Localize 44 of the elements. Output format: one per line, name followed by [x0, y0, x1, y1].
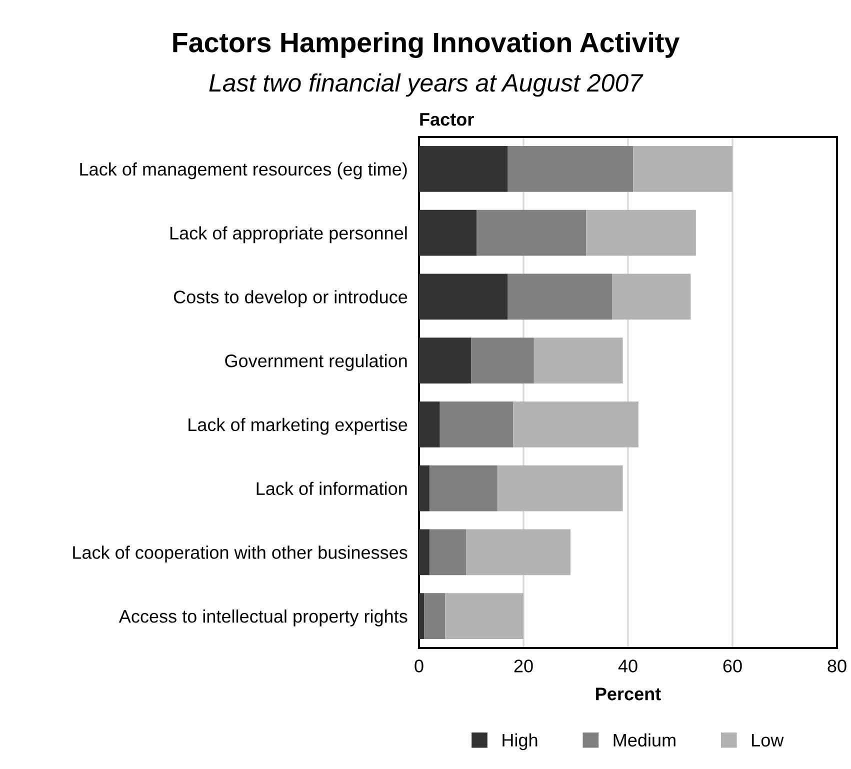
chart-title: Factors Hampering Innovation Activity [173, 32, 680, 58]
y-tick-label: Lack of information [256, 482, 407, 496]
legend-label: Medium [614, 733, 676, 747]
x-tick-label: 0 [414, 660, 424, 672]
chart-subtitle: Last two financial years at August 2007 [209, 73, 644, 97]
bar [429, 465, 498, 512]
bar [534, 338, 623, 384]
y-tick-label: Lack of cooperation with other businesses [73, 546, 408, 562]
bar [440, 401, 514, 448]
bar [429, 529, 466, 576]
y-tick-label: Lack of appropriate personnel [170, 226, 407, 244]
legend-label: High [502, 733, 538, 750]
bar [445, 593, 524, 640]
bar [513, 401, 638, 448]
y-tick-label: Access to intellectual property rights [118, 610, 408, 626]
y-tick-label: Costs to develop or introduce [174, 290, 408, 307]
bar [586, 210, 696, 256]
x-tick-label: 80 [828, 660, 846, 672]
bar [419, 210, 476, 256]
y-tick-label: Government regulation [225, 354, 407, 371]
bar [419, 465, 430, 512]
x-tick-label: 40 [618, 660, 638, 672]
bar [471, 338, 534, 384]
bar [508, 146, 634, 192]
bar [419, 146, 508, 192]
bar [476, 210, 586, 256]
bar [419, 529, 430, 576]
y-axis-title: Factor [420, 113, 474, 126]
bar [508, 274, 612, 320]
bar [419, 401, 440, 448]
x-tick-label: 20 [514, 660, 533, 672]
y-tick-label: Lack of management resources (eg time) [80, 162, 407, 180]
bar [424, 593, 446, 640]
bar [466, 529, 571, 576]
legend-label: Low [752, 734, 784, 747]
bar [419, 274, 508, 320]
y-tick-label: Lack of marketing expertise [188, 418, 408, 435]
bar [497, 465, 623, 512]
bar [419, 593, 424, 640]
bar [612, 274, 691, 320]
x-axis-title: Percent [596, 688, 661, 700]
bar [633, 146, 732, 192]
x-tick-label: 60 [723, 660, 742, 672]
bar [419, 338, 472, 384]
